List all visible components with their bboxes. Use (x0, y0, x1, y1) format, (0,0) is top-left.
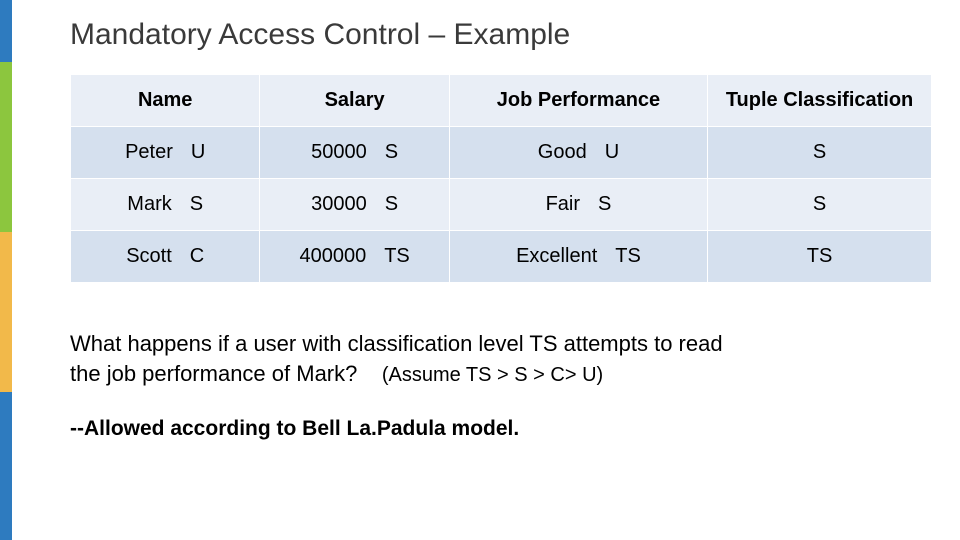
col-name: Name (71, 75, 260, 127)
cls-name: U (191, 141, 205, 164)
value-salary: 50000 (311, 141, 367, 164)
question-line2b: (Assume TS > S > C> U) (382, 364, 603, 386)
question-line1: What happens if a user with classificati… (70, 331, 723, 356)
col-tuple: Tuple Classification (708, 75, 932, 127)
cell-name: Scott C (71, 231, 260, 283)
answer-text: --Allowed according to Bell La.Padula mo… (70, 417, 932, 441)
page-title: Mandatory Access Control – Example (70, 18, 932, 52)
col-perf: Job Performance (449, 75, 707, 127)
value-salary: 400000 (299, 245, 366, 268)
cls-salary: S (385, 193, 398, 216)
cell-perf: Fair S (449, 179, 707, 231)
cell-salary: 30000 S (260, 179, 449, 231)
table-header-row: Name Salary Job Performance Tuple Classi… (71, 75, 932, 127)
cell-tuple: TS (708, 231, 932, 283)
mac-table: Name Salary Job Performance Tuple Classi… (70, 74, 932, 283)
cell-tuple: S (708, 127, 932, 179)
accent-green (0, 62, 12, 232)
slide: Mandatory Access Control – Example Name … (0, 0, 960, 540)
accent-blue-top (0, 0, 12, 62)
value-name: Mark (127, 193, 171, 216)
accent-stripe (0, 0, 12, 540)
accent-blue-bot (0, 392, 12, 540)
question-text: What happens if a user with classificati… (70, 329, 932, 389)
value-salary: 30000 (311, 193, 367, 216)
col-salary: Salary (260, 75, 449, 127)
cls-perf: U (605, 141, 619, 164)
table-row: Peter U 50000 S Good U S (71, 127, 932, 179)
value-name: Scott (126, 245, 172, 268)
cls-salary: S (385, 141, 398, 164)
value-name: Peter (125, 141, 173, 164)
cell-salary: 400000 TS (260, 231, 449, 283)
cls-salary: TS (384, 245, 410, 268)
table-row: Scott C 400000 TS Excellent TS T (71, 231, 932, 283)
cell-perf: Excellent TS (449, 231, 707, 283)
value-perf: Excellent (516, 245, 597, 268)
value-perf: Good (538, 141, 587, 164)
table-row: Mark S 30000 S Fair S S (71, 179, 932, 231)
cls-perf: S (598, 193, 611, 216)
cell-name: Mark S (71, 179, 260, 231)
value-perf: Fair (546, 193, 580, 216)
cell-tuple: S (708, 179, 932, 231)
cls-name: C (190, 245, 204, 268)
cell-perf: Good U (449, 127, 707, 179)
cls-name: S (190, 193, 203, 216)
cls-perf: TS (615, 245, 641, 268)
cell-salary: 50000 S (260, 127, 449, 179)
question-line2a: the job performance of Mark? (70, 361, 357, 386)
cell-name: Peter U (71, 127, 260, 179)
accent-yellow (0, 232, 12, 392)
